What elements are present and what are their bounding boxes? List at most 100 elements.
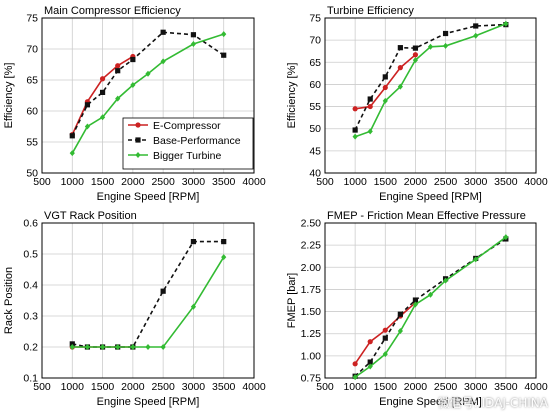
x-tick-label: 4000 — [242, 176, 266, 188]
data-point — [412, 297, 419, 303]
x-tick-label: 500 — [316, 176, 334, 188]
data-point — [442, 277, 449, 284]
data-point — [442, 30, 449, 37]
plot-frame — [41, 222, 255, 379]
x-tick-label: 3500 — [212, 381, 236, 393]
data-point — [352, 106, 358, 112]
data-point — [442, 42, 449, 49]
y-tick-label: 1.25 — [301, 328, 322, 340]
x-tick-label: 1500 — [91, 176, 115, 188]
chart-title: Main Compressor Efficiency — [44, 5, 181, 17]
data-point — [84, 123, 91, 130]
data-point — [190, 32, 197, 38]
x-tick-label: 1500 — [374, 176, 398, 188]
data-point — [352, 361, 358, 367]
y-tick-label: 55 — [309, 101, 321, 113]
data-point — [503, 20, 509, 27]
x-tick-label: 500 — [316, 381, 334, 393]
series-line-base-performance — [354, 23, 506, 131]
data-point — [412, 57, 419, 64]
x-tick-label: 3500 — [212, 176, 236, 188]
x-tick-label: 1500 — [374, 381, 398, 393]
data-point — [69, 150, 75, 157]
y-tick-label: 1.75 — [301, 284, 322, 296]
data-point — [427, 43, 434, 50]
data-point — [473, 256, 479, 263]
y-tick-label: 0.5 — [23, 249, 38, 261]
x-tick-label: 4000 — [524, 381, 548, 393]
watermark-text: 微信号: IDAJ-CHINA — [437, 396, 548, 410]
x-tick-label: 3000 — [464, 176, 488, 188]
x-tick-label: 500 — [33, 176, 51, 188]
x-tick-label: 2500 — [434, 381, 458, 393]
y-tick-label: 50 — [26, 168, 38, 180]
legend: E-Compressor Base-Performance Bigger Turbi… — [122, 117, 254, 170]
x-tick-label: 1000 — [61, 381, 85, 393]
x-tick-label: 2500 — [434, 176, 458, 188]
data-point — [221, 239, 227, 245]
data-point — [367, 339, 373, 345]
data-point — [427, 291, 434, 298]
x-tick-label: 1000 — [343, 381, 367, 393]
data-point — [221, 52, 227, 58]
chart-panel-4: 500 1000 1500 2000 2500 3000 3500 4000 0.75 1.00 1… — [286, 210, 548, 408]
data-point — [130, 56, 136, 63]
data-point — [69, 344, 75, 350]
data-point — [99, 114, 106, 121]
data-point — [367, 96, 373, 102]
series-line-base-performance — [354, 238, 507, 377]
y-tick-label: 50 — [309, 123, 321, 135]
x-tick-label: 2000 — [121, 176, 145, 188]
data-point — [99, 76, 106, 82]
y-tick-label: 65 — [309, 57, 321, 69]
y-tick-label: 0.1 — [23, 373, 38, 385]
y-tick-label: 0.2 — [23, 342, 38, 354]
x-tick-label: 4000 — [242, 381, 266, 393]
plot-frame — [324, 222, 537, 379]
legend-marker — [135, 122, 141, 128]
x-axis-label: Engine Speed [RPM] — [379, 396, 482, 408]
data-point — [382, 74, 388, 80]
data-point — [473, 23, 479, 29]
x-tick-label: 3000 — [182, 176, 206, 188]
data-point — [130, 344, 136, 350]
data-point — [190, 303, 197, 310]
data-point — [397, 328, 403, 335]
y-tick-label: 60 — [26, 106, 38, 118]
data-point — [145, 344, 151, 350]
x-tick-label: 2500 — [151, 381, 175, 393]
legend-box — [122, 117, 254, 170]
data-point — [221, 254, 227, 261]
data-point — [473, 32, 479, 39]
plot-area — [42, 223, 254, 378]
data-point — [99, 344, 106, 350]
data-point — [145, 70, 151, 77]
y-tick-label: 1.50 — [301, 306, 322, 318]
y-tick-label: 2.50 — [301, 218, 322, 230]
x-tick-label: 1500 — [91, 381, 115, 393]
x-tick-label: 3500 — [494, 381, 518, 393]
x-tick-label: 2500 — [151, 176, 175, 188]
data-point — [190, 239, 197, 245]
data-point — [352, 133, 358, 140]
y-tick-label: 0.75 — [301, 373, 322, 385]
data-point — [160, 344, 166, 350]
data-point — [397, 311, 403, 317]
data-point — [160, 29, 166, 35]
data-point — [115, 63, 121, 69]
plot-frame — [324, 17, 537, 174]
y-axis-label: Efficiency [%] — [286, 63, 298, 129]
data-point — [115, 344, 121, 350]
y-tick-label: 75 — [26, 13, 38, 25]
data-point — [503, 234, 509, 241]
x-tick-label: 1000 — [343, 176, 367, 188]
data-point — [367, 103, 373, 110]
y-tick-label: 70 — [26, 44, 38, 56]
legend-label: E-Compressor — [153, 120, 221, 132]
chart-panel-3: 500 1000 1500 2000 2500 3000 3500 4000 0.1 0.2 0.3… — [3, 210, 266, 408]
legend-marker — [135, 137, 141, 143]
data-point — [352, 374, 358, 381]
y-axis-label: Rack Position — [3, 267, 15, 334]
y-tick-label: 70 — [309, 35, 321, 47]
x-axis-label: Engine Speed [RPM] — [97, 191, 200, 203]
